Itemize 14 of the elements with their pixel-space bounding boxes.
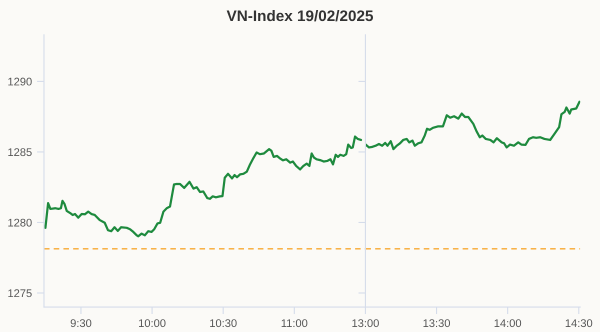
x-tick-label: 13:30	[423, 319, 450, 328]
y-tick-label: 1275	[8, 289, 32, 298]
x-tick-label: 13:00	[352, 319, 379, 328]
x-tick-label: 14:00	[494, 319, 522, 328]
chart-title: VN-Index 19/02/2025	[226, 10, 374, 22]
x-tick-label: 14:30	[566, 319, 592, 328]
x-tick-label: 11:00	[282, 319, 308, 328]
x-tick-label: 10:30	[210, 319, 237, 328]
x-tick-label: 10:00	[139, 319, 166, 328]
y-tick-label: 1290	[8, 78, 32, 86]
y-tick-label: 1280	[8, 218, 32, 227]
x-tick-label: 9:30	[70, 319, 92, 328]
line-series	[44, 135, 362, 238]
y-tick-label: 1285	[8, 148, 32, 156]
